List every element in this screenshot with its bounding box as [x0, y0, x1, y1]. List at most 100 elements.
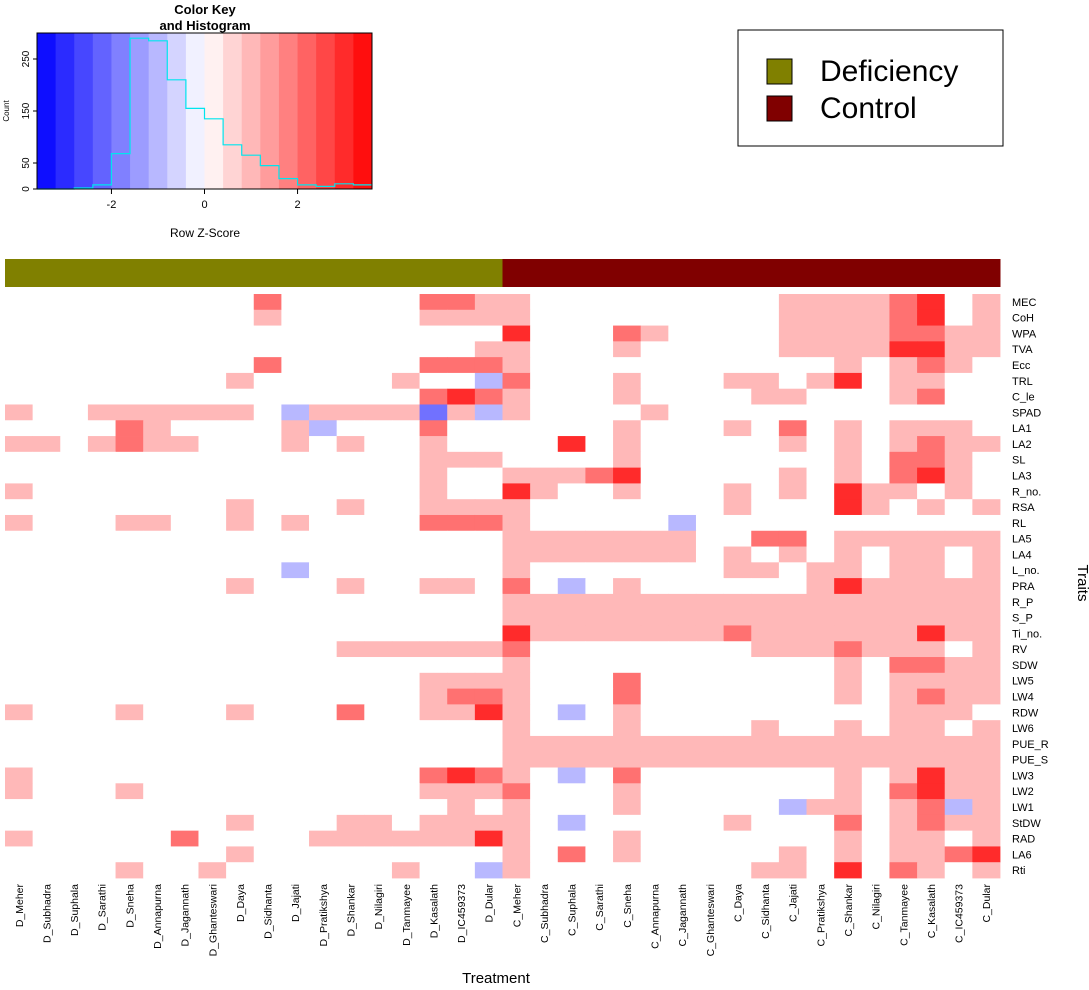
- heatmap-cell: [778, 341, 807, 358]
- heatmap-cell: [723, 546, 752, 563]
- heatmap-cell: [60, 657, 89, 674]
- heatmap-cell: [944, 372, 973, 390]
- heatmap-cell: [226, 341, 255, 358]
- heatmap-cell: [806, 436, 835, 453]
- heatmap-cell: [557, 325, 586, 342]
- heatmap-cell: [226, 294, 255, 311]
- heatmap-cell: [723, 625, 752, 642]
- heatmap-cell: [778, 814, 807, 832]
- heatmap-cell: [557, 483, 586, 500]
- heatmap-cell: [281, 546, 310, 563]
- heatmap-cell: [585, 578, 614, 595]
- column-group-control: [502, 259, 1001, 287]
- heatmap-cell: [391, 499, 420, 516]
- heatmap-cell: [834, 767, 863, 784]
- heatmap-cell: [668, 767, 697, 784]
- color-key-xlabel: Row Z-Score: [170, 226, 240, 240]
- heatmap-cell: [198, 294, 227, 311]
- heatmap-cell: [861, 309, 890, 326]
- heatmap-cell: [751, 546, 780, 563]
- heatmap-cell: [889, 309, 918, 326]
- heatmap-cell: [944, 341, 973, 358]
- heatmap-cell: [778, 483, 807, 500]
- heatmap-cell: [723, 593, 752, 611]
- heatmap-cell: [115, 325, 144, 342]
- column-label: C_Dular: [981, 883, 993, 922]
- heatmap-cell: [419, 530, 448, 547]
- heatmap-cell: [5, 546, 34, 563]
- heatmap-cell: [391, 830, 420, 847]
- heatmap-cell: [917, 483, 946, 500]
- heatmap-cell: [917, 514, 946, 532]
- heatmap-cell: [944, 688, 973, 705]
- heatmap-cell: [198, 325, 227, 342]
- heatmap-cell: [226, 467, 255, 484]
- heatmap-cell: [32, 625, 61, 642]
- heatmap-cell: [32, 325, 61, 342]
- heatmap-cell: [944, 294, 973, 311]
- heatmap-cell: [530, 514, 559, 532]
- heatmap-cell: [226, 388, 255, 405]
- heatmap-cell: [889, 341, 918, 358]
- heatmap-cell: [613, 814, 642, 832]
- heatmap-cell: [502, 325, 531, 342]
- heatmap-cell: [87, 862, 116, 879]
- heatmap-cell: [364, 783, 393, 800]
- heatmap-cell: [115, 783, 144, 800]
- heatmap-cell: [723, 530, 752, 547]
- heatmap-cell: [226, 846, 255, 863]
- heatmap-cell: [32, 388, 61, 405]
- row-label: RV: [1012, 644, 1028, 656]
- heatmap-cell: [613, 720, 642, 737]
- heatmap-cell: [723, 499, 752, 516]
- heatmap-cell: [585, 814, 614, 832]
- heatmap-cell: [917, 846, 946, 863]
- heatmap-cell: [419, 704, 448, 721]
- heatmap-cell: [115, 735, 144, 753]
- heatmap-cell: [281, 341, 310, 358]
- heatmap-cell: [806, 578, 835, 595]
- heatmap-cell: [391, 436, 420, 453]
- heatmap-cell: [723, 720, 752, 737]
- heatmap-cell: [115, 751, 144, 768]
- heatmap-cell: [32, 372, 61, 390]
- heatmap-cell: [668, 735, 697, 753]
- heatmap-cell: [143, 799, 172, 816]
- heatmap-cell: [502, 578, 531, 595]
- heatmap-cell: [143, 357, 172, 374]
- heatmap-cell: [640, 799, 669, 816]
- color-key-band: [37, 33, 57, 189]
- heatmap-cell: [889, 672, 918, 689]
- heatmap-cell: [917, 325, 946, 342]
- heatmap-cell: [530, 814, 559, 832]
- heatmap-cell: [419, 578, 448, 595]
- heatmap-cell: [115, 372, 144, 390]
- heatmap-cell: [613, 830, 642, 847]
- heatmap-cell: [253, 641, 282, 658]
- heatmap-cell: [530, 325, 559, 342]
- heatmap-cell: [695, 578, 725, 595]
- heatmap-cell: [5, 294, 34, 311]
- heatmap-cell: [861, 830, 890, 847]
- heatmap-cell: [695, 309, 725, 326]
- heatmap-cell: [751, 341, 780, 358]
- heatmap-cell: [751, 309, 780, 326]
- heatmap-cell: [557, 499, 586, 516]
- color-key-band: [148, 33, 168, 189]
- heatmap-cell: [60, 420, 89, 437]
- heatmap-cell: [281, 420, 310, 437]
- heatmap-cell: [944, 562, 973, 579]
- heatmap-cell: [253, 751, 282, 768]
- row-label: StDW: [1012, 818, 1041, 830]
- heatmap-cell: [778, 767, 807, 784]
- heatmap-cell: [198, 467, 227, 484]
- heatmap-cell: [447, 767, 476, 784]
- column-label: D_Ghanteswari: [207, 884, 219, 956]
- heatmap-cell: [419, 657, 448, 674]
- heatmap-cell: [364, 530, 393, 547]
- heatmap-cell: [5, 672, 34, 689]
- heatmap-cell: [309, 657, 338, 674]
- heatmap-cell: [751, 862, 780, 879]
- heatmap-cell: [585, 720, 614, 737]
- heatmap-cell: [253, 735, 282, 753]
